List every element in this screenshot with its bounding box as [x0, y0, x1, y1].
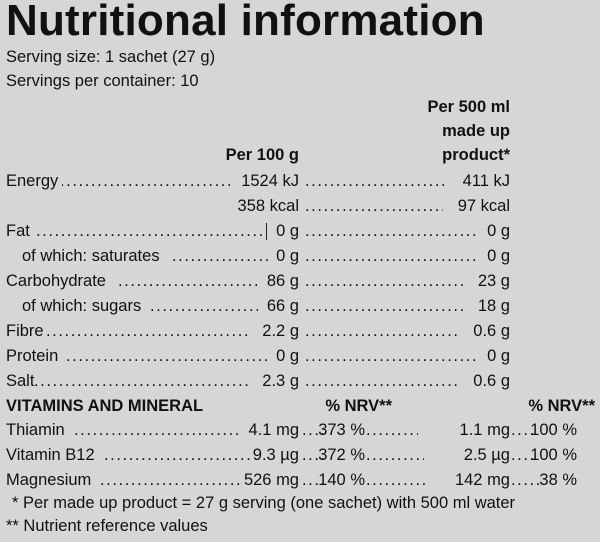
dot-leader: ........................................…: [36, 222, 262, 240]
nutrient-per100: 66 g: [266, 297, 299, 315]
nutrient-per100: 1524 kJ: [241, 172, 299, 190]
nutrient-per100: 86 g: [266, 272, 299, 290]
nutrient-per100: 0 g: [276, 347, 299, 365]
vitamin-per500: 142 mg: [454, 471, 510, 489]
dot-leader: .............: [366, 446, 424, 464]
nutrient-label: Energy: [6, 171, 63, 191]
dot-leader: ..................................: [305, 322, 457, 340]
dot-leader: .......: [511, 471, 541, 489]
dot-leader: ......: [302, 421, 328, 439]
dot-leader: ..............................: [305, 172, 445, 190]
nutrient-label: Fat: [6, 222, 30, 240]
servings-per-container: Servings per container: 10: [6, 72, 199, 90]
dot-leader: ........................................…: [66, 347, 270, 365]
dot-leader: ................................: [104, 446, 250, 464]
nutrient-per100: 0 g: [276, 247, 299, 265]
nutrient-per100: 2.3 g: [262, 372, 299, 390]
divider: [266, 223, 267, 240]
nutrient-per100: 358 kcal: [237, 197, 299, 215]
nutrient-label: Protein: [6, 347, 59, 365]
dot-leader: .....: [511, 421, 533, 439]
vitamin-nrv500: 100 %: [530, 421, 577, 439]
dot-leader: ......: [302, 471, 328, 489]
vitamins-heading: VITAMINS AND MINERAL: [6, 397, 204, 415]
nutrient-per500: 0 g: [487, 247, 510, 265]
nutrient-per500: 0 g: [487, 347, 510, 365]
vitamin-nrv100: 140 %: [318, 471, 365, 489]
page-title: Nutritional information: [6, 0, 485, 45]
nrv-header-per500: % NRV**: [528, 397, 595, 415]
nutrient-label: of which: sugars: [22, 297, 142, 315]
nutrient-per500: 0.6 g: [473, 372, 510, 390]
dot-leader: ......................: [172, 247, 272, 265]
dot-leader: ..................................: [305, 372, 457, 390]
header-per500-line2: made up: [442, 122, 510, 140]
footnote-per-made-up: * Per made up product = 27 g serving (on…: [12, 494, 516, 512]
dot-leader: .....: [511, 446, 533, 464]
dot-leader: ..............................: [305, 197, 443, 215]
vitamin-nrv500: 100 %: [530, 446, 577, 464]
dot-leader: ........................................…: [46, 322, 250, 340]
dot-leader: ..................................: [60, 172, 230, 190]
nutrient-per500: 23 g: [477, 272, 510, 290]
nutrient-label: Fibre: [6, 322, 44, 340]
vitamin-per100: 4.1 mg: [248, 421, 299, 439]
header-per500-line3: product*: [442, 146, 510, 164]
dot-leader: ..............: [366, 471, 426, 489]
vitamin-nrv500: 38 %: [539, 471, 577, 489]
vitamin-label: Vitamin B12: [6, 446, 95, 464]
dot-leader: ......: [302, 446, 328, 464]
dot-leader: ...................................: [305, 272, 463, 290]
nutrient-label: Carbohydrate: [6, 272, 106, 290]
header-per500-line1: Per 500 ml: [427, 98, 510, 116]
nutrient-per100: 2.2 g: [262, 322, 299, 340]
nrv-header-per100: % NRV**: [325, 397, 392, 415]
vitamin-per500: 1.1 mg: [459, 421, 510, 439]
nutrient-per100: 0 g: [276, 222, 299, 240]
nutrient-label: of which: saturates: [22, 247, 160, 265]
vitamin-per100: 526 mg: [243, 471, 299, 489]
serving-size: Serving size: 1 sachet (27 g): [6, 48, 216, 66]
vitamin-per500: 2.5 µg: [463, 446, 510, 464]
vitamin-nrv100: 373 %: [318, 421, 365, 439]
nutrient-label: Salt: [6, 372, 35, 390]
dot-leader: ....................................: [74, 421, 238, 439]
nutrient-per500: 0.6 g: [473, 322, 510, 340]
nutrient-per500: 0 g: [487, 222, 510, 240]
vitamin-label: Thiamin: [6, 421, 65, 439]
nutrient-per500: 18 g: [477, 297, 510, 315]
dot-leader: ............: [366, 421, 418, 439]
dot-leader: ........................: [150, 297, 258, 315]
dot-leader: ......................................: [305, 222, 477, 240]
nutrient-per500: 97 kcal: [457, 197, 510, 215]
header-per100: Per 100 g: [225, 146, 299, 164]
dot-leader: ...............................: [100, 471, 240, 489]
vitamin-nrv100: 372 %: [318, 446, 365, 464]
dot-leader: ...................................: [305, 297, 463, 315]
dot-leader: ......................................: [305, 247, 477, 265]
dot-leader: ........................................…: [34, 372, 250, 390]
vitamin-per100: 9.3 µg: [252, 446, 299, 464]
vitamin-label: Magnesium: [6, 471, 92, 489]
footnote-nrv: ** Nutrient reference values: [6, 517, 208, 535]
nutrient-per500: 411 kJ: [462, 172, 510, 190]
dot-leader: ...............................: [118, 272, 258, 290]
dot-leader: ......................................: [305, 347, 477, 365]
